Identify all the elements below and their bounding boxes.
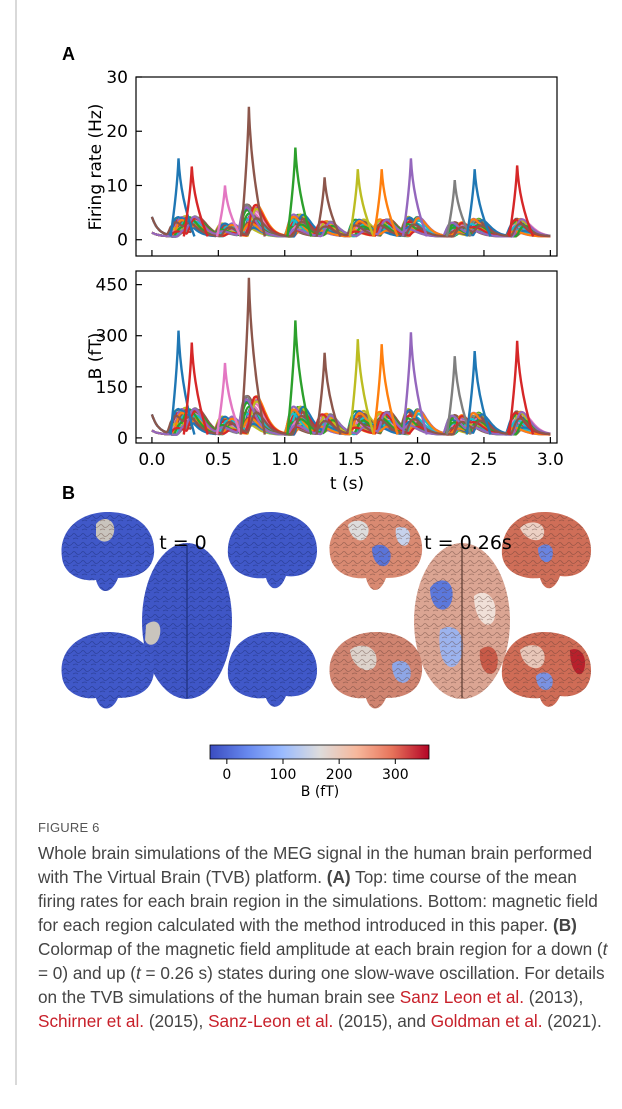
caption-part: = 0) and up ( [38, 963, 136, 983]
magnetic-field-ticks: 0 150 300 450 0.0 0.5 1.0 1.5 2.0 2.5 3.0 [96, 276, 564, 470]
y-tick-label: 150 [96, 378, 128, 398]
t0-label: t = 0 [159, 532, 207, 554]
peak-mark [372, 169, 399, 237]
caption-panel-b-ref: (B) [553, 915, 577, 935]
colorbar-ticks: 0 100 200 300 [222, 759, 409, 783]
citation-link[interactable]: Goldman et al. [430, 1011, 543, 1031]
t026-label: t = 0.26s [424, 532, 512, 554]
peak-mark [465, 169, 492, 237]
y-tick-label: 300 [96, 327, 128, 347]
x-tick-label: 2.0 [404, 450, 431, 470]
brain-renderings-t026 [329, 512, 592, 709]
brain-dorsal-t026 [414, 543, 510, 699]
peak-mark [508, 165, 535, 237]
y-tick-label: 0 [117, 429, 128, 449]
peak-mark [348, 339, 375, 435]
caption-text: Whole brain simulations of the MEG signa… [38, 841, 608, 1033]
caption-var: t [135, 963, 141, 983]
caption-var: t [602, 939, 608, 959]
x-tick-label: 2.5 [470, 450, 497, 470]
brain-medial-right-t026 [501, 632, 592, 707]
peak-mark [315, 352, 342, 435]
citation-link[interactable]: Schirner et al. [38, 1011, 145, 1031]
figure-number: FIGURE 6 [38, 820, 100, 835]
y-tick-label: 0 [117, 231, 128, 251]
peak-mark [401, 158, 428, 237]
panel-b-label: B [62, 483, 75, 503]
x-tick-label: 0.5 [205, 450, 232, 470]
citation-link[interactable]: Sanz Leon et al. [399, 987, 525, 1007]
colorbar-tick-label: 0 [222, 767, 231, 783]
magnetic-field-y-label: B (fT) [86, 333, 106, 380]
caption-part: Top: time course of the mean firing rate… [38, 867, 598, 935]
firing-rate-traces [150, 106, 551, 238]
peak-mark [372, 344, 399, 435]
colorbar-tick-label: 300 [382, 767, 409, 783]
magnetic-field-traces [150, 277, 551, 436]
peak-mark [445, 179, 472, 238]
peak-mark [348, 169, 375, 237]
left-rule [15, 0, 17, 1085]
citation-link[interactable]: Sanz-Leon et al. [208, 1011, 334, 1031]
x-tick-label: 1.0 [271, 450, 298, 470]
figure-caption: FIGURE 6 Whole brain simulations of the … [38, 820, 608, 1033]
brain-dorsal-t0 [142, 543, 232, 699]
colorbar: 0 100 200 300 B (fT) [209, 744, 430, 800]
brain-lateral-left-t026 [329, 512, 423, 590]
peak-mark [286, 147, 313, 237]
brain-renderings-t0 [61, 512, 318, 709]
peak-mark [401, 332, 429, 435]
peak-mark [239, 277, 267, 435]
peak-mark [182, 166, 209, 237]
caption-part: = 0.26 s) states during one slow-wave os… [38, 963, 605, 1007]
time-axis-label: t (s) [330, 474, 364, 494]
peak-mark [315, 177, 342, 238]
caption-part: (2013), [524, 987, 584, 1007]
magnetic-field-axes-frame [135, 270, 558, 444]
caption-panel-a-ref: (A) [326, 867, 351, 887]
panel-a-label: A [62, 44, 75, 64]
colorbar-tick-label: 100 [270, 767, 297, 783]
x-tick-label: 3.0 [537, 450, 564, 470]
brain-medial-left-t0 [61, 632, 155, 709]
colorbar-tick-label: 200 [326, 767, 353, 783]
colorbar-gradient [209, 744, 430, 760]
x-tick-label: 1.5 [338, 450, 365, 470]
peak-mark [239, 106, 266, 237]
brain-medial-left-t026 [329, 632, 423, 709]
x-tick-label: 0.0 [138, 450, 165, 470]
colorbar-label: B (fT) [301, 784, 339, 800]
caption-part: Whole brain simulations of the MEG signa… [38, 843, 593, 887]
peak-mark [215, 185, 242, 238]
firing-rate-plot: 0 10 20 30 Firing rate (Hz) [86, 68, 558, 257]
y-tick-label: 20 [106, 122, 128, 142]
caption-part: (2021). [542, 1011, 602, 1031]
peak-mark [215, 362, 243, 436]
caption-part: (2015), [144, 1011, 209, 1031]
y-tick-label: 450 [96, 276, 128, 296]
peak-mark [182, 342, 209, 435]
magnetic-field-plot: 0 150 300 450 0.0 0.5 1.0 1.5 2.0 2.5 3.0 B (fT) t… [86, 270, 564, 494]
firing-rate-y-label: Firing rate (Hz) [86, 104, 106, 231]
caption-part: Colormap of the magnetic field amplitude… [38, 939, 603, 959]
peak-mark [286, 320, 313, 435]
brain-medial-right-t0 [227, 632, 318, 707]
peak-mark [465, 350, 492, 435]
caption-part: (2015), and [333, 1011, 431, 1031]
y-tick-label: 30 [106, 68, 128, 88]
brain-lateral-right-t026 [501, 512, 592, 589]
firing-rate-axes-frame [135, 76, 558, 257]
brain-lateral-right-t0 [227, 512, 318, 589]
brain-lateral-left-t0 [61, 512, 155, 592]
firing-rate-y-ticks: 0 10 20 30 [106, 68, 551, 256]
peak-mark [507, 340, 535, 435]
peak-mark [445, 356, 472, 435]
y-tick-label: 10 [106, 176, 128, 196]
